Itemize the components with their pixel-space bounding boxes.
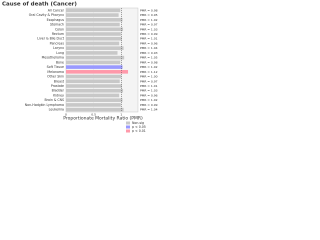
y-tick-label: Oral Cavity & Pharynx — [29, 13, 64, 17]
bar — [66, 27, 124, 32]
value-label: PMR = 0.96 — [140, 93, 158, 97]
y-tick-label: Colon — [55, 27, 64, 31]
y-tick-label: Leukemia — [49, 108, 64, 112]
value-label: PMR = 1.02 — [140, 98, 158, 102]
y-tick-label: Mesothelioma — [42, 56, 64, 60]
value-label: PMR = 0.95 — [140, 13, 158, 17]
y-tick-label: Other Skin — [47, 75, 64, 79]
bar — [66, 55, 125, 60]
legend-label: Non-sig — [132, 121, 144, 125]
bar — [66, 36, 122, 41]
y-tick-label: Breast — [54, 79, 65, 83]
bar — [66, 84, 122, 88]
chart: Cause of death (Cancer) Proportionate Mo… — [2, 2, 158, 134]
bar — [66, 8, 121, 13]
bar — [66, 60, 121, 65]
x-tick-label: 0.5 — [91, 113, 96, 117]
bar — [66, 103, 121, 107]
value-label: PMR = 1.02 — [140, 65, 158, 69]
value-label: PMR = 0.99 — [140, 103, 158, 107]
y-tick-label: Bladder — [52, 89, 65, 93]
y-tick-label: Non-Hodgkin Lymphoma — [25, 103, 64, 107]
y-tick-label: Stomach — [50, 23, 64, 27]
bar — [66, 22, 120, 27]
legend-label: p < 0.01 — [132, 129, 146, 133]
x-axis-label: Proportionate Mortality Ratio (PMR) — [63, 116, 143, 122]
bar — [66, 65, 123, 69]
x-tick-label: 1 — [120, 113, 122, 117]
bar — [66, 70, 129, 74]
bar — [66, 51, 118, 55]
value-label: PMR = 1.04 — [140, 108, 158, 112]
y-tick-label: Melanoma — [47, 70, 64, 74]
value-label: PMR = 1.12 — [140, 70, 158, 74]
y-tick-label: Rectum — [52, 32, 64, 36]
legend-swatch — [126, 121, 130, 125]
legend-swatch — [126, 129, 130, 133]
bar — [66, 79, 120, 84]
y-tick-label: Pancreas — [50, 41, 65, 45]
y-tick-label: Brain & CNS — [44, 98, 64, 102]
value-label: PMR = 0.93 — [140, 51, 158, 55]
bar — [66, 93, 120, 98]
bar — [66, 98, 123, 102]
y-tick-label: All Cancer — [48, 8, 65, 12]
value-label: PMR = 1.03 — [140, 27, 158, 31]
y-tick-label: Lung — [56, 51, 64, 55]
y-tick-label: Soft Tissue — [47, 65, 64, 69]
value-label: PMR = 1.01 — [140, 37, 158, 41]
value-label: PMR = 1.05 — [140, 56, 158, 60]
bar — [66, 32, 121, 36]
bar — [66, 107, 124, 112]
value-label: PMR = 0.96 — [140, 41, 158, 45]
bar — [66, 74, 122, 79]
y-tick-label: Bone — [56, 60, 64, 64]
bar — [66, 46, 124, 50]
value-label: PMR = 0.98 — [140, 8, 158, 12]
y-tick-label: Liver & Bile Duct — [37, 37, 64, 41]
chart-title: Cause of death (Cancer) — [2, 2, 77, 8]
bar — [66, 41, 120, 46]
y-tick-label: Kidney — [53, 93, 64, 97]
bar — [66, 88, 124, 93]
legend-label: p < 0.05 — [132, 125, 146, 129]
legend-swatch — [126, 125, 130, 129]
value-label: PMR = 0.97 — [140, 79, 158, 83]
value-label: PMR = 1.04 — [140, 46, 158, 50]
value-label: PMR = 0.97 — [140, 23, 158, 27]
y-tick-label: Esophagus — [47, 18, 65, 22]
y-tick-label: Larynx — [53, 46, 64, 50]
y-tick-label: Prostate — [51, 84, 64, 88]
value-label: PMR = 1.00 — [140, 75, 158, 79]
bar — [66, 13, 119, 17]
x-tick-label: 0 — [65, 113, 67, 117]
value-label: PMR = 1.02 — [140, 18, 158, 22]
bar — [66, 18, 123, 22]
value-label: PMR = 1.01 — [140, 84, 158, 88]
value-label: PMR = 0.99 — [140, 32, 158, 36]
value-label: PMR = 1.03 — [140, 89, 158, 93]
value-label: PMR = 0.98 — [140, 60, 158, 64]
